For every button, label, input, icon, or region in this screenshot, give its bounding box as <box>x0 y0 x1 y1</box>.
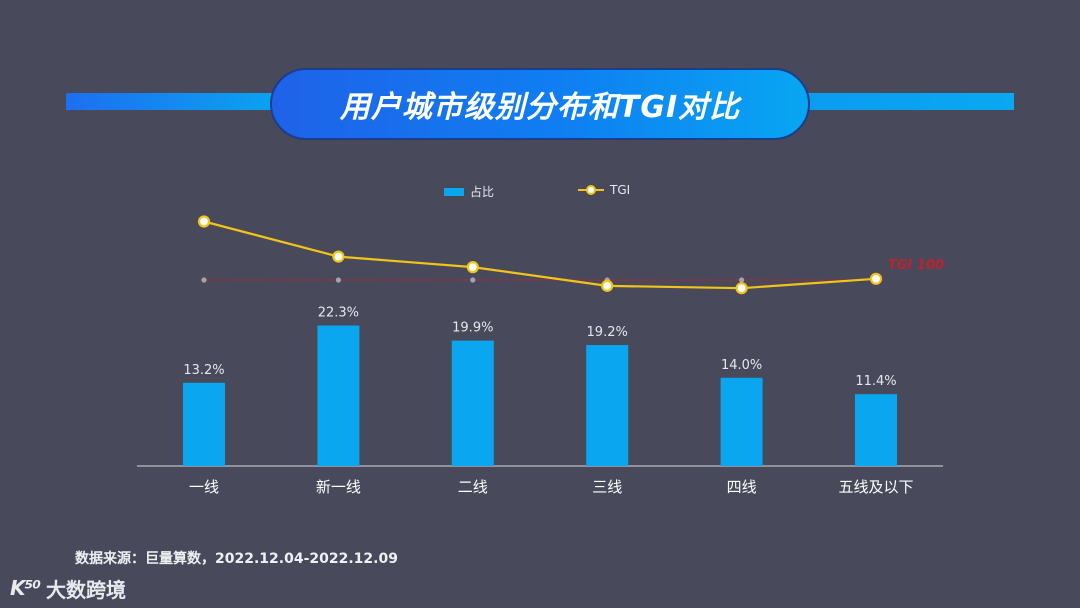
bar-2 <box>451 340 494 466</box>
x-tick-label-0: 一线 <box>189 478 219 496</box>
legend-item-bar: 占比 <box>444 183 494 200</box>
tgi-point-3 <box>601 279 614 292</box>
bar-5 <box>855 394 897 466</box>
tgi-point-4 <box>735 282 748 295</box>
x-tick-label-5: 五线及以下 <box>838 478 913 496</box>
bar-value-label-2: 19.9% <box>452 321 493 336</box>
x-tick-label-4: 四线 <box>727 478 757 496</box>
bar-value-label-1: 22.3% <box>318 306 359 321</box>
tgi-point-0 <box>197 215 211 228</box>
bar-3 <box>586 345 629 466</box>
x-tick-label-3: 三线 <box>592 478 622 496</box>
legend-item-line: TGI <box>578 183 630 197</box>
reference-dot-0 <box>201 277 207 283</box>
legend-line-swatch <box>578 185 604 195</box>
bar-value-label-3: 19.2% <box>587 325 628 340</box>
bar-value-label-4: 14.0% <box>721 358 762 373</box>
bar-value-label-0: 13.2% <box>183 363 224 378</box>
bar-0 <box>183 382 225 466</box>
title-decor-left <box>66 93 280 110</box>
logo-text: 大数跨境 <box>46 577 127 602</box>
title-banner: 用户城市级别分布和TGI对比 <box>270 68 810 140</box>
reference-dot-1 <box>335 277 341 283</box>
legend-line-label: TGI <box>610 183 631 197</box>
tgi-point-1 <box>332 250 345 263</box>
chart-legend: 占比 TGI <box>0 183 1080 203</box>
brand-logo: K⁵⁰ 大数跨境 <box>10 574 126 602</box>
title-decor-right <box>800 93 1014 110</box>
reference-line-label: TGI 100 <box>888 258 944 273</box>
reference-dot-4 <box>739 277 745 283</box>
logo-mark-icon: K⁵⁰ <box>10 576 41 600</box>
legend-bar-label: 占比 <box>470 185 495 199</box>
tgi-line <box>203 220 877 290</box>
chart-title: 用户城市级别分布和TGI对比 <box>339 90 741 125</box>
bar-4 <box>720 377 763 466</box>
data-source-note: 数据来源：巨量算数，2022.12.04-2022.12.09 <box>75 551 398 567</box>
tgi-point-2 <box>466 261 479 274</box>
x-tick-label-1: 新一线 <box>316 478 361 496</box>
x-tick-label-2: 二线 <box>458 478 488 496</box>
tgi-point-5 <box>869 272 883 285</box>
legend-bar-swatch <box>444 187 464 196</box>
bar-value-label-5: 11.4% <box>855 374 896 389</box>
bar-1 <box>317 325 360 466</box>
reference-dot-2 <box>470 277 476 283</box>
